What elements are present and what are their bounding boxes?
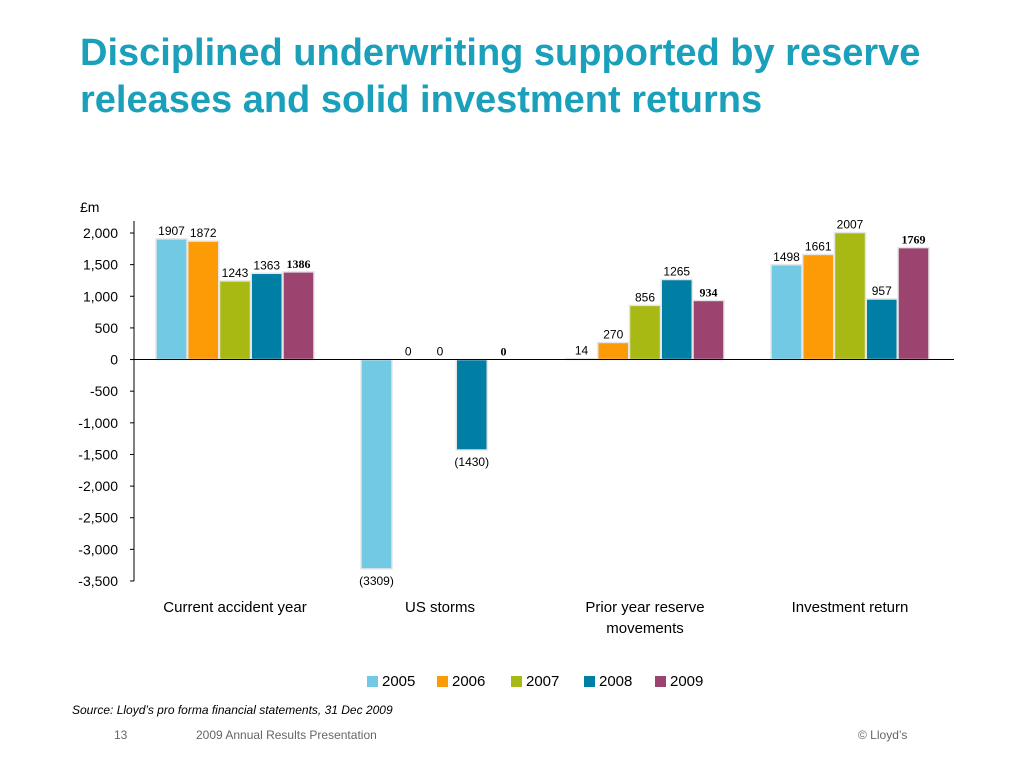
legend-label-2009: 2009 [670,673,703,690]
bar-2008-2 [660,278,693,361]
page-number: 13 [114,728,128,742]
value-label-2009-0: 1386 [287,257,311,271]
value-label-2006-1: 0 [405,345,412,359]
bar-2008-1 [455,358,488,451]
legend-label-2007: 2007 [526,673,559,690]
legend-swatch-2009 [655,676,666,687]
y-tick-label: 2,000 [83,225,118,241]
value-label-2007-1: 0 [437,345,444,359]
value-label-2005-1: (3309) [359,574,394,588]
value-label-2005-2: 14 [575,344,589,358]
value-label-2007-0: 1243 [222,266,249,280]
value-label-2009-2: 934 [700,285,718,299]
value-label-2006-3: 1661 [805,239,832,253]
bar-2008-3 [865,298,898,361]
x-category-label: Investment return [792,599,909,616]
bar-2007-3 [833,231,867,361]
y-tick-label: -1,000 [78,415,118,431]
x-category-label: US storms [405,599,475,616]
x-category-label: Current accident year [163,599,306,616]
y-tick-label: 1,500 [83,257,118,273]
bar-2006-3 [802,253,835,361]
value-label-2008-2: 1265 [663,265,690,279]
value-label-2008-0: 1363 [253,258,280,272]
value-label-2008-3: 957 [872,284,892,298]
y-tick-label: 500 [95,320,119,336]
y-tick-label: -2,000 [78,478,118,494]
value-label-2006-0: 1872 [190,226,217,240]
bar-2006-2 [597,341,630,361]
copyright: © Lloyd’s [858,728,908,742]
legend-swatch-2006 [437,676,448,687]
y-tick-label: 0 [110,352,118,368]
bar-2005-1 [360,358,393,570]
y-axis-unit: £m [80,199,99,215]
y-tick-label: -1,500 [78,446,118,462]
value-label-2006-2: 270 [603,327,623,341]
legend-label-2008: 2008 [599,673,632,690]
legend-swatch-2005 [367,676,378,687]
bar-2008-0 [250,272,283,361]
slide-title: Disciplined underwriting supported by re… [80,32,921,121]
value-label-2007-2: 856 [635,290,655,304]
legend-swatch-2008 [584,676,595,687]
bar-2009-3 [897,246,930,361]
value-label-2005-3: 1498 [773,250,800,264]
bar-2009-2 [692,299,725,361]
legend-swatch-2007 [511,676,522,687]
y-tick-label: -2,500 [78,510,118,526]
bar-2007-0 [218,280,252,361]
bar-2009-0 [282,271,315,361]
bar-2006-0 [187,240,220,361]
value-label-2007-3: 2007 [837,218,864,232]
y-tick-label: 1,000 [83,288,118,304]
value-label-2005-0: 1907 [158,224,185,238]
y-tick-label: -3,000 [78,541,118,557]
x-category-label: Prior year reserve movements [585,599,704,637]
presentation-name: 2009 Annual Results Presentation [196,728,377,742]
source-note: Source: Lloyd’s pro forma financial stat… [72,703,393,717]
value-label-2008-1: (1430) [454,455,489,469]
legend-label-2006: 2006 [452,673,485,690]
y-tick-label: -500 [90,383,118,399]
legend-label-2005: 2005 [382,673,415,690]
bar-2005-0 [155,238,188,361]
value-label-2009-3: 1769 [902,233,926,247]
bar-2007-2 [628,304,662,361]
y-tick-label: -3,500 [78,573,118,589]
value-label-2009-1: 0 [501,345,507,359]
bar-2005-3 [770,264,803,361]
